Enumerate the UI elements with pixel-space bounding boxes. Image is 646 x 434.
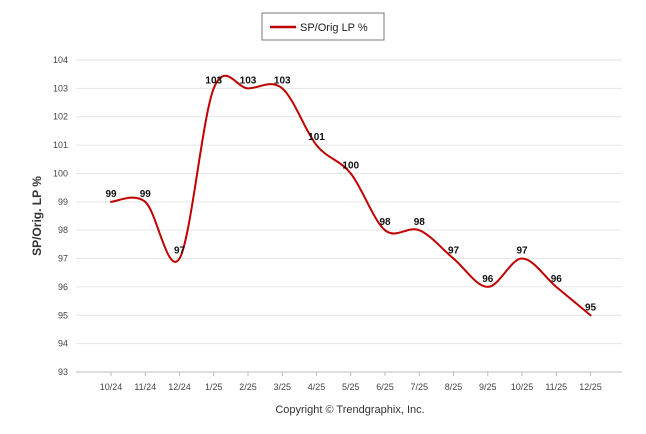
legend-label: SP/Orig LP %	[300, 22, 368, 34]
y-tick-label: 98	[58, 225, 68, 235]
data-label: 99	[105, 189, 117, 200]
x-tick-label: 7/25	[410, 382, 428, 392]
data-label: 101	[308, 132, 325, 143]
x-tick-label: 11/24	[134, 382, 156, 392]
data-label: 100	[342, 160, 359, 171]
series-line	[110, 74, 592, 317]
x-tick-label: 3/25	[273, 382, 291, 392]
data-label: 103	[205, 75, 222, 86]
gridlines	[76, 59, 622, 373]
data-label: 95	[585, 302, 597, 313]
x-tick-label: 2/25	[239, 382, 257, 392]
y-tick-label: 99	[58, 197, 68, 207]
x-tick-label: 9/25	[479, 382, 497, 392]
y-axis-title: SP/Orig. LP %	[30, 176, 44, 256]
y-tick-label: 96	[58, 282, 68, 292]
data-label: 97	[174, 246, 186, 257]
x-tick-label: 11/25	[545, 382, 567, 392]
x-tick-label: 1/25	[205, 382, 223, 392]
legend[interactable]: SP/Orig LP %	[261, 12, 385, 41]
x-tick-label: 6/25	[376, 382, 394, 392]
x-tick-label: 8/25	[445, 382, 463, 392]
data-label: 98	[379, 217, 391, 228]
data-label: 103	[240, 75, 257, 86]
x-tick-label: 12/24	[168, 382, 191, 392]
data-label: 99	[140, 189, 152, 200]
data-label: 97	[516, 246, 528, 257]
x-tick-label: 12/25	[579, 382, 602, 392]
data-labels: 99 99 97 103 103 103 101 100 98 98 97 96 97 96 95	[105, 75, 596, 313]
y-tick-label: 104	[53, 55, 68, 65]
data-label: 98	[414, 217, 426, 228]
x-tick-label: 4/25	[308, 382, 326, 392]
y-tick-label: 103	[53, 83, 68, 93]
x-tick-label: 5/25	[342, 382, 360, 392]
y-tick-label: 95	[58, 310, 68, 320]
copyright-credit: Copyright © Trendgraphix, Inc.	[275, 404, 424, 416]
data-label: 96	[551, 274, 563, 285]
data-label: 97	[448, 246, 460, 257]
y-tick-label: 93	[58, 367, 68, 377]
y-tick-label: 100	[53, 168, 68, 178]
y-axis-ticks: 93 94 95 96 97 98 99 100 101 102 103 104	[53, 55, 68, 377]
y-tick-label: 102	[53, 112, 68, 122]
x-axis-ticks: 10/24 11/24 12/24 1/25 2/25 3/25 4/25 5/25 6/25 7…	[76, 371, 622, 392]
series-sp-orig-lp	[110, 74, 592, 317]
data-label: 103	[274, 75, 291, 86]
y-tick-label: 97	[58, 254, 68, 264]
y-tick-label: 101	[53, 140, 68, 150]
data-label: 96	[482, 274, 494, 285]
x-tick-label: 10/24	[100, 382, 123, 392]
x-tick-label: 10/25	[511, 382, 534, 392]
y-tick-label: 94	[58, 339, 68, 349]
